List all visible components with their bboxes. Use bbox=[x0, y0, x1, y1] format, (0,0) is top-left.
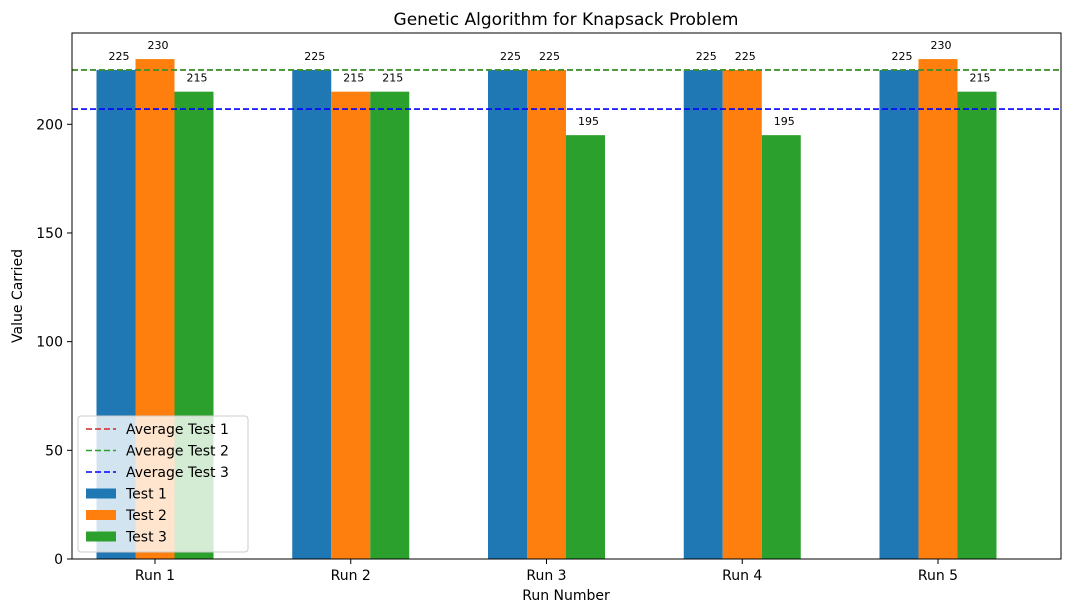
legend-label-test-1: Test 1 bbox=[125, 487, 167, 503]
x-tick-label-4: Run 4 bbox=[722, 568, 762, 584]
data-label-3-2: 215 bbox=[382, 72, 403, 85]
data-label-2-5: 230 bbox=[931, 39, 952, 52]
x-axis-label: Run Number bbox=[522, 588, 610, 604]
bar-2-2 bbox=[331, 91, 371, 560]
legend-label-average-2: Average Test 2 bbox=[126, 444, 229, 460]
bar-1-4 bbox=[683, 69, 723, 560]
y-tick-label-3: 150 bbox=[36, 226, 63, 242]
legend-swatch-test-1 bbox=[86, 488, 116, 499]
y-axis-label: Value Carried bbox=[10, 249, 26, 343]
x-tick-label-1: Run 1 bbox=[135, 568, 175, 584]
chart-title: Genetic Algorithm for Knapsack Problem bbox=[394, 10, 739, 30]
bar-1-2 bbox=[292, 69, 332, 560]
legend-box bbox=[77, 415, 249, 553]
x-tick-label-3: Run 3 bbox=[526, 568, 566, 584]
legend-label-average-1: Average Test 1 bbox=[126, 422, 229, 438]
legend-label-average-3: Average Test 3 bbox=[126, 465, 229, 481]
data-label-1-4: 225 bbox=[696, 50, 717, 63]
plot-area: 225 225 225 225 225 230 215 225 225 230 215 215 195 1… bbox=[36, 32, 1062, 584]
y-tick-label-4: 200 bbox=[36, 117, 63, 133]
legend-label-test-3: Test 3 bbox=[125, 530, 167, 546]
data-label-2-3: 225 bbox=[539, 50, 560, 63]
axes-frame bbox=[71, 32, 1062, 560]
legend-swatch-test-2 bbox=[86, 510, 116, 520]
data-label-2-2: 215 bbox=[343, 72, 364, 85]
data-label-2-1: 230 bbox=[148, 39, 169, 52]
y-tick-label-1: 50 bbox=[45, 443, 63, 459]
data-label-3-5: 215 bbox=[970, 72, 991, 85]
bar-3-4 bbox=[761, 135, 801, 559]
bar-3-2 bbox=[370, 91, 410, 560]
y-tick-label-0: 0 bbox=[54, 552, 63, 568]
y-tick-label-2: 100 bbox=[36, 335, 63, 351]
data-label-2-4: 225 bbox=[735, 50, 756, 63]
bar-3-3 bbox=[566, 135, 605, 559]
legend-swatch-test-3 bbox=[86, 531, 116, 542]
legend-label-test-2: Test 2 bbox=[125, 508, 167, 524]
x-tick-label-5: Run 5 bbox=[918, 568, 958, 584]
data-label-1-5: 225 bbox=[892, 50, 913, 63]
bar-1-3 bbox=[488, 69, 527, 560]
data-label-3-3: 195 bbox=[578, 115, 599, 128]
bar-2-4 bbox=[722, 69, 762, 560]
bar-2-3 bbox=[527, 69, 566, 560]
data-label-1-1: 225 bbox=[109, 50, 130, 63]
bar-2-5 bbox=[918, 59, 958, 560]
data-label-1-3: 225 bbox=[500, 50, 521, 63]
x-tick-label-2: Run 2 bbox=[331, 568, 371, 584]
data-label-3-1: 215 bbox=[187, 72, 208, 85]
data-label-3-4: 195 bbox=[774, 115, 795, 128]
bar-1-5 bbox=[879, 69, 919, 560]
bar-3-5 bbox=[957, 91, 997, 560]
data-label-1-2: 225 bbox=[304, 50, 325, 63]
